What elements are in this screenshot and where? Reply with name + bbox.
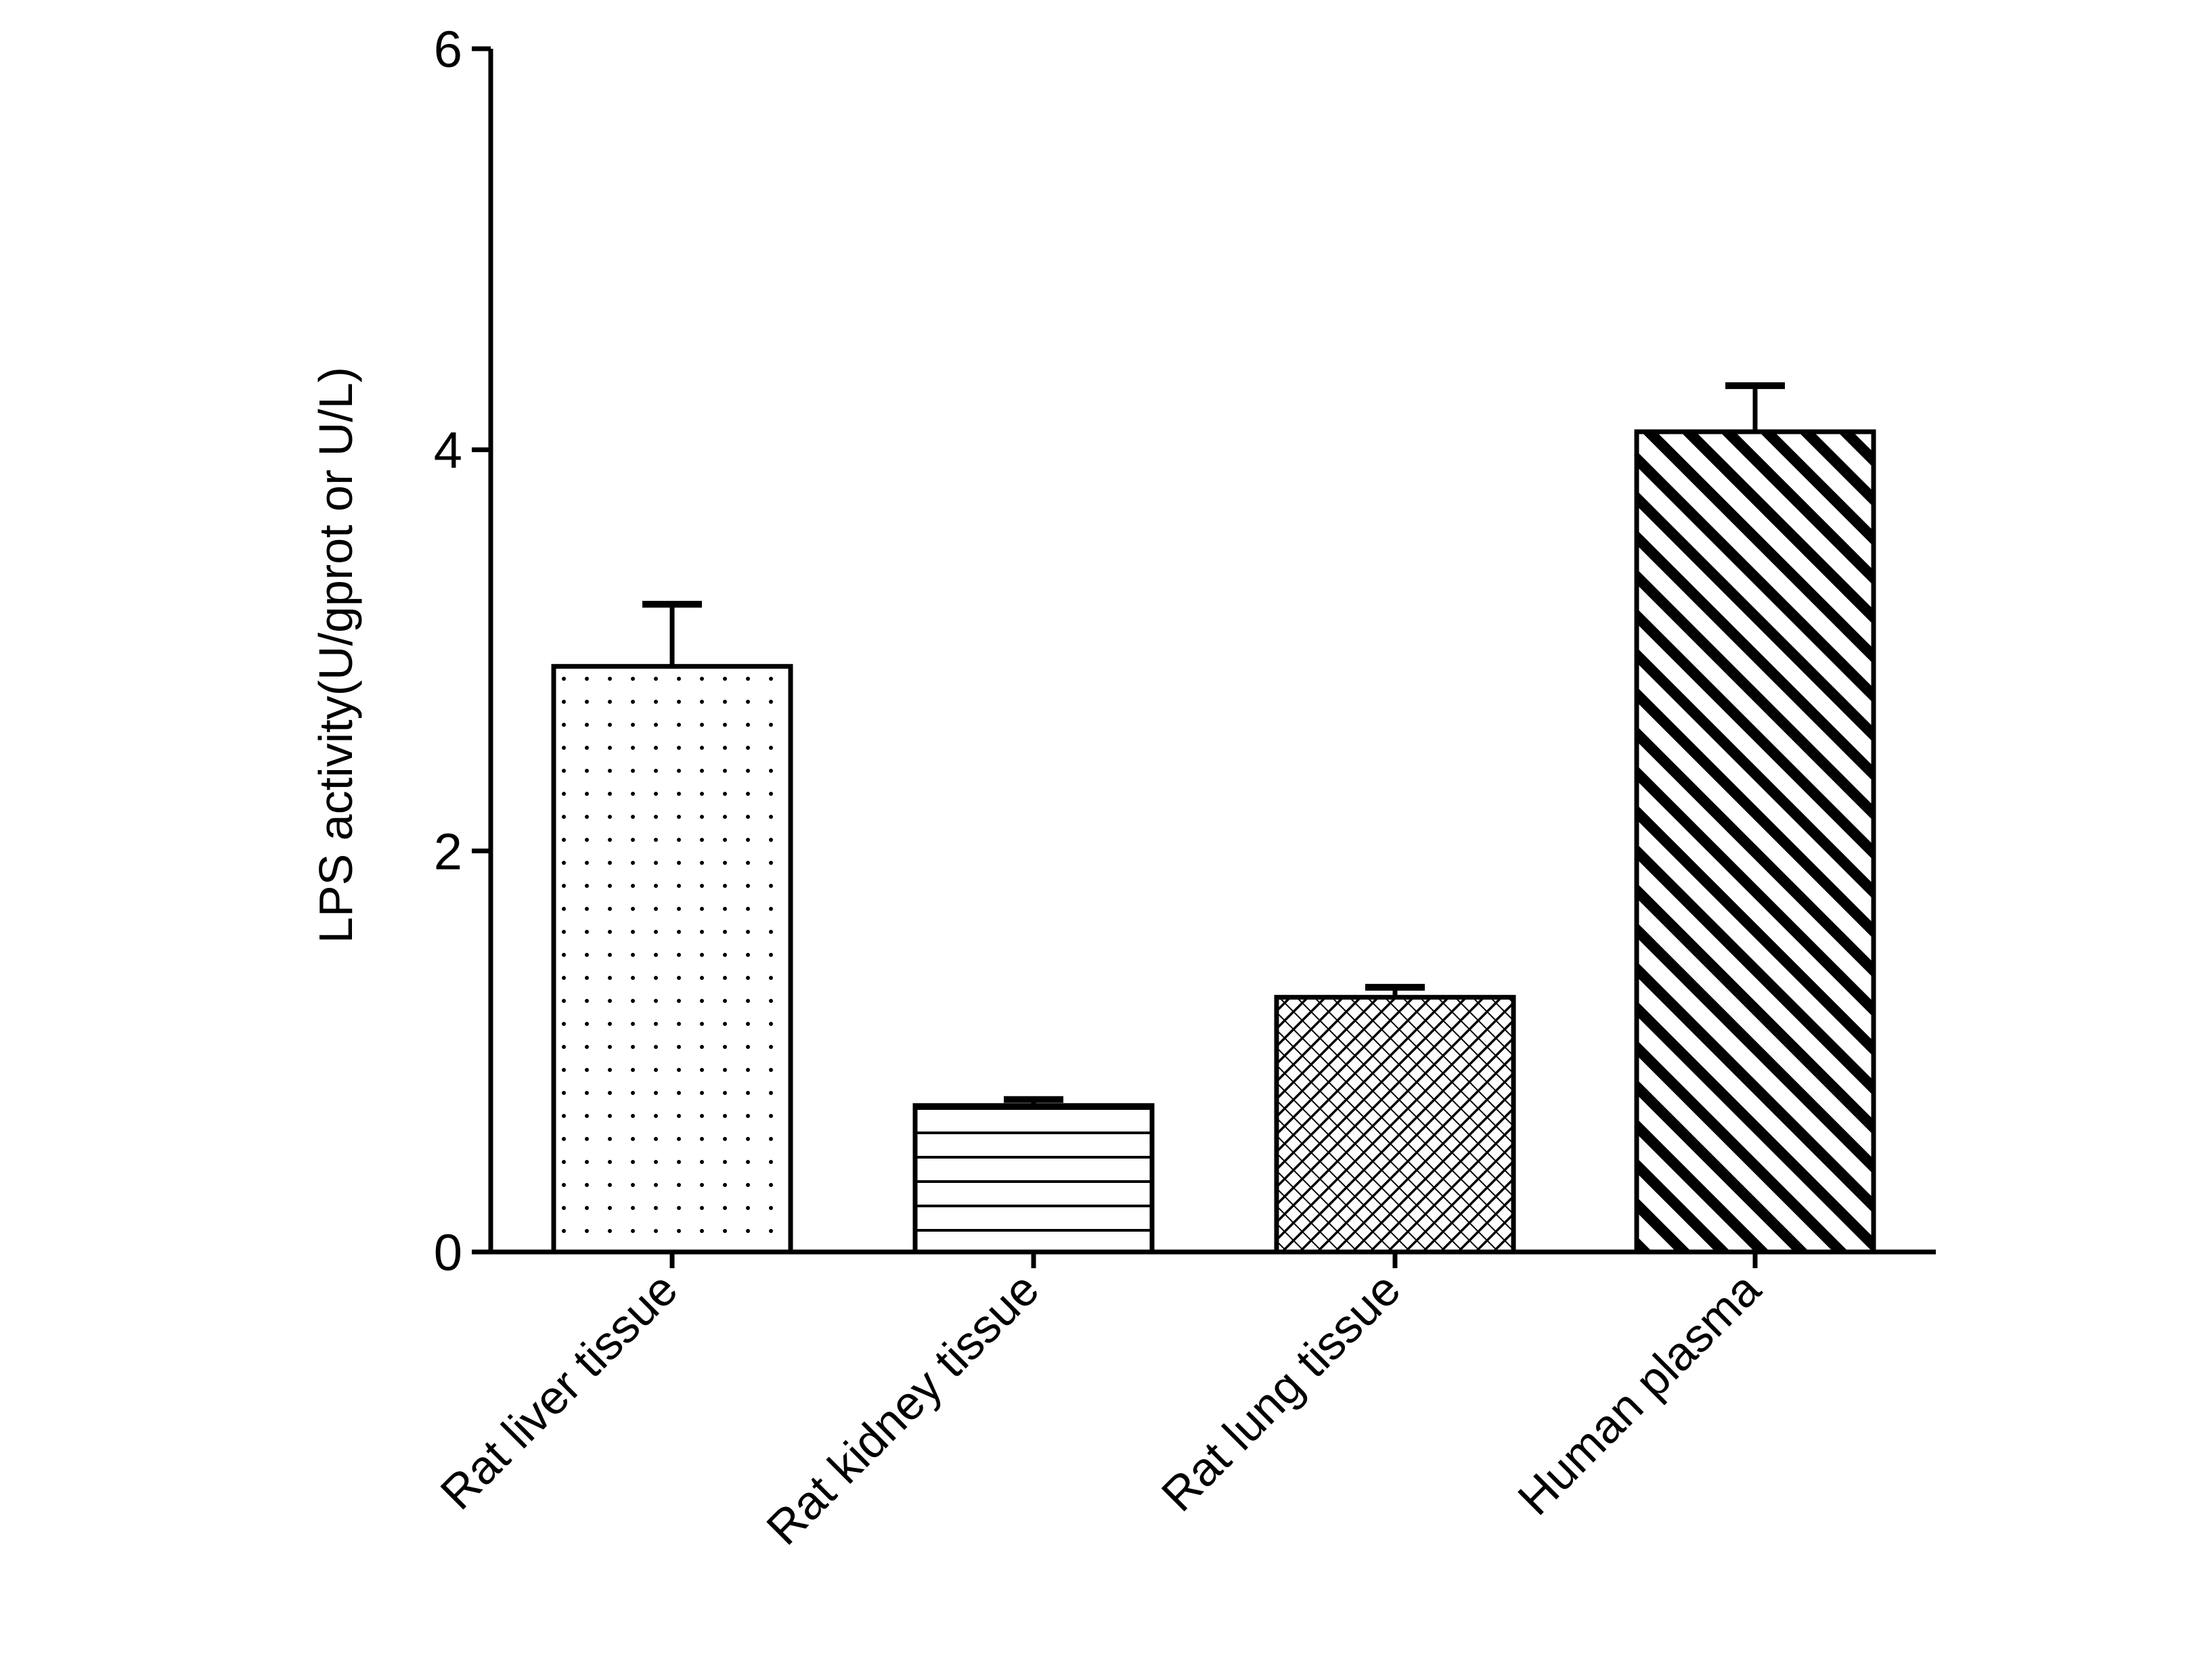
bar <box>1274 995 1516 1255</box>
y-tick-label: 0 <box>434 1224 462 1282</box>
bars <box>551 429 1876 1255</box>
bar <box>1634 429 1876 1255</box>
x-axis <box>488 1249 1936 1268</box>
x-category-label: Human plasma <box>1508 1262 1771 1525</box>
x-category-label: Rat liver tissue <box>430 1262 688 1519</box>
category-labels: Rat liver tissue Rat kidney tissue Rat lun… <box>430 1262 1771 1554</box>
bar <box>912 1103 1155 1255</box>
y-tick-label: 2 <box>434 823 462 880</box>
y-tick-label: 6 <box>434 21 462 79</box>
error-bars <box>642 382 1785 1106</box>
y-axis-title: LPS activity(U/gprot or U/L) <box>309 367 362 943</box>
x-category-label: Rat kidney tissue <box>757 1262 1049 1554</box>
y-axis: 0 2 4 6 <box>434 21 493 1282</box>
bar <box>551 664 793 1255</box>
y-tick-label: 4 <box>434 422 462 480</box>
x-category-label: Rat lung tissue <box>1151 1262 1411 1521</box>
